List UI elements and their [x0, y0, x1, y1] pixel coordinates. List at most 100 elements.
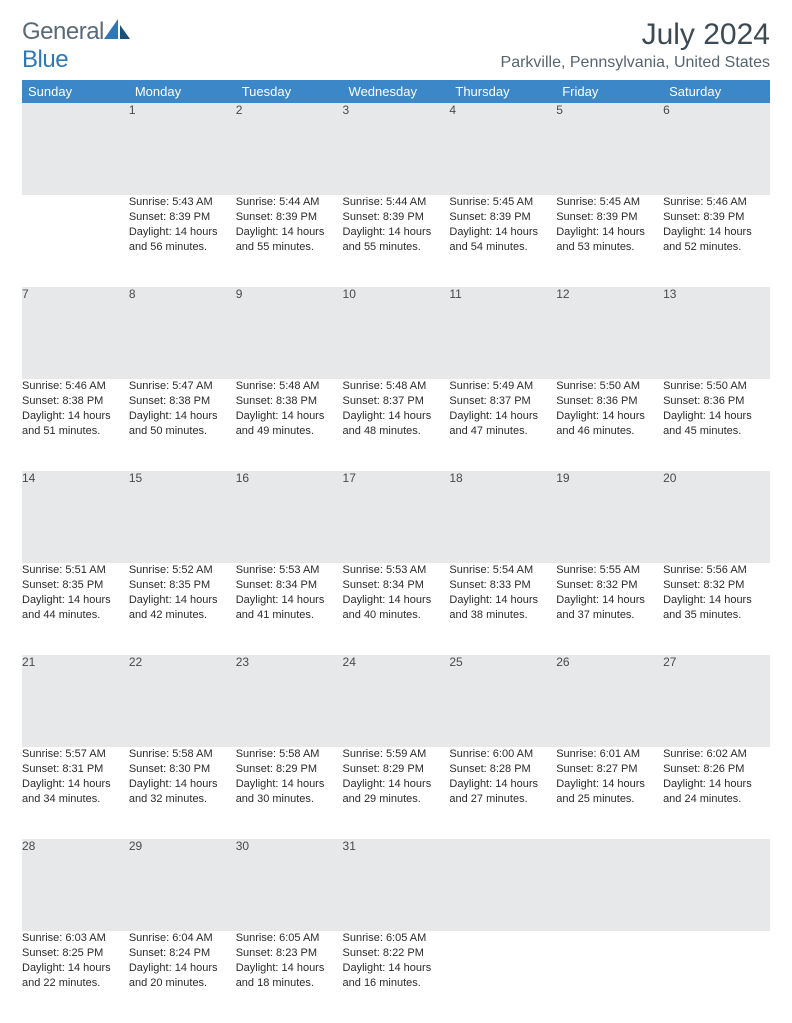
- sunrise-line: Sunrise: 5:46 AM: [22, 379, 129, 394]
- dow-header: Wednesday: [343, 80, 450, 103]
- sunrise-line: Sunrise: 5:58 AM: [129, 747, 236, 762]
- day-number-cell: [556, 839, 663, 931]
- day-number-cell: [22, 103, 129, 195]
- day-detail-cell: Sunrise: 5:58 AMSunset: 8:29 PMDaylight:…: [236, 747, 343, 839]
- day-detail-cell: Sunrise: 5:44 AMSunset: 8:39 PMDaylight:…: [343, 195, 450, 287]
- title-block: July 2024 Parkville, Pennsylvania, Unite…: [501, 18, 770, 72]
- day-number-cell: 13: [663, 287, 770, 379]
- day-number-cell: 9: [236, 287, 343, 379]
- day-number-cell: [663, 839, 770, 931]
- sunrise-line: Sunrise: 5:45 AM: [449, 195, 556, 210]
- day-detail-cell: Sunrise: 5:45 AMSunset: 8:39 PMDaylight:…: [449, 195, 556, 287]
- day-number-cell: [449, 839, 556, 931]
- daylight-line: Daylight: 14 hours and 20 minutes.: [129, 961, 236, 991]
- daylight-line: Daylight: 14 hours and 24 minutes.: [663, 777, 770, 807]
- day-number-cell: 26: [556, 655, 663, 747]
- daylight-line: Daylight: 14 hours and 38 minutes.: [449, 593, 556, 623]
- sunset-line: Sunset: 8:39 PM: [556, 210, 663, 225]
- sunset-line: Sunset: 8:22 PM: [343, 946, 450, 961]
- sunrise-line: Sunrise: 5:52 AM: [129, 563, 236, 578]
- sunset-line: Sunset: 8:37 PM: [343, 394, 450, 409]
- sunset-line: Sunset: 8:36 PM: [663, 394, 770, 409]
- brand-word1: General: [22, 18, 104, 45]
- dow-header: Sunday: [22, 80, 129, 103]
- daylight-line: Daylight: 14 hours and 32 minutes.: [129, 777, 236, 807]
- sunrise-line: Sunrise: 5:43 AM: [129, 195, 236, 210]
- sunrise-line: Sunrise: 5:47 AM: [129, 379, 236, 394]
- daylight-line: Daylight: 14 hours and 55 minutes.: [343, 225, 450, 255]
- sunset-line: Sunset: 8:26 PM: [663, 762, 770, 777]
- sunset-line: Sunset: 8:28 PM: [449, 762, 556, 777]
- daylight-line: Daylight: 14 hours and 53 minutes.: [556, 225, 663, 255]
- day-detail-cell: Sunrise: 5:49 AMSunset: 8:37 PMDaylight:…: [449, 379, 556, 471]
- day-detail-cell: Sunrise: 6:04 AMSunset: 8:24 PMDaylight:…: [129, 931, 236, 1023]
- day-detail-cell: Sunrise: 5:59 AMSunset: 8:29 PMDaylight:…: [343, 747, 450, 839]
- sunrise-line: Sunrise: 5:48 AM: [236, 379, 343, 394]
- daylight-line: Daylight: 14 hours and 37 minutes.: [556, 593, 663, 623]
- day-detail-row: Sunrise: 5:57 AMSunset: 8:31 PMDaylight:…: [22, 747, 770, 839]
- location-subtitle: Parkville, Pennsylvania, United States: [501, 54, 770, 72]
- day-detail-cell: Sunrise: 5:56 AMSunset: 8:32 PMDaylight:…: [663, 563, 770, 655]
- daylight-line: Daylight: 14 hours and 22 minutes.: [22, 961, 129, 991]
- brand-sail-icon: [104, 19, 130, 39]
- day-number-cell: 18: [449, 471, 556, 563]
- day-number-cell: 10: [343, 287, 450, 379]
- day-detail-cell: Sunrise: 5:46 AMSunset: 8:38 PMDaylight:…: [22, 379, 129, 471]
- sunset-line: Sunset: 8:32 PM: [556, 578, 663, 593]
- day-number-cell: 20: [663, 471, 770, 563]
- day-number-cell: 15: [129, 471, 236, 563]
- day-detail-cell: [22, 195, 129, 287]
- brand-logo: General Blue: [22, 18, 130, 74]
- sunset-line: Sunset: 8:29 PM: [343, 762, 450, 777]
- daylight-line: Daylight: 14 hours and 55 minutes.: [236, 225, 343, 255]
- day-detail-cell: Sunrise: 6:01 AMSunset: 8:27 PMDaylight:…: [556, 747, 663, 839]
- sunset-line: Sunset: 8:39 PM: [236, 210, 343, 225]
- calendar-table: SundayMondayTuesdayWednesdayThursdayFrid…: [22, 80, 770, 1023]
- sunrise-line: Sunrise: 5:58 AM: [236, 747, 343, 762]
- day-detail-cell: Sunrise: 5:47 AMSunset: 8:38 PMDaylight:…: [129, 379, 236, 471]
- dow-header: Monday: [129, 80, 236, 103]
- day-number-row: 123456: [22, 103, 770, 195]
- day-detail-cell: Sunrise: 5:44 AMSunset: 8:39 PMDaylight:…: [236, 195, 343, 287]
- day-detail-cell: [663, 931, 770, 1023]
- day-number-cell: 5: [556, 103, 663, 195]
- sunrise-line: Sunrise: 5:46 AM: [663, 195, 770, 210]
- sunset-line: Sunset: 8:34 PM: [343, 578, 450, 593]
- daylight-line: Daylight: 14 hours and 46 minutes.: [556, 409, 663, 439]
- day-detail-cell: Sunrise: 5:48 AMSunset: 8:37 PMDaylight:…: [343, 379, 450, 471]
- day-number-cell: 14: [22, 471, 129, 563]
- sunrise-line: Sunrise: 5:44 AM: [236, 195, 343, 210]
- sunset-line: Sunset: 8:23 PM: [236, 946, 343, 961]
- day-detail-row: Sunrise: 5:43 AMSunset: 8:39 PMDaylight:…: [22, 195, 770, 287]
- sunrise-line: Sunrise: 5:50 AM: [556, 379, 663, 394]
- sunrise-line: Sunrise: 5:57 AM: [22, 747, 129, 762]
- sunset-line: Sunset: 8:25 PM: [22, 946, 129, 961]
- daylight-line: Daylight: 14 hours and 50 minutes.: [129, 409, 236, 439]
- day-detail-cell: Sunrise: 5:48 AMSunset: 8:38 PMDaylight:…: [236, 379, 343, 471]
- daylight-line: Daylight: 14 hours and 49 minutes.: [236, 409, 343, 439]
- day-detail-cell: Sunrise: 5:46 AMSunset: 8:39 PMDaylight:…: [663, 195, 770, 287]
- daylight-line: Daylight: 14 hours and 27 minutes.: [449, 777, 556, 807]
- daylight-line: Daylight: 14 hours and 41 minutes.: [236, 593, 343, 623]
- day-number-cell: 24: [343, 655, 450, 747]
- day-number-cell: 27: [663, 655, 770, 747]
- day-detail-cell: Sunrise: 5:51 AMSunset: 8:35 PMDaylight:…: [22, 563, 129, 655]
- day-detail-cell: Sunrise: 6:03 AMSunset: 8:25 PMDaylight:…: [22, 931, 129, 1023]
- daylight-line: Daylight: 14 hours and 34 minutes.: [22, 777, 129, 807]
- day-detail-cell: Sunrise: 5:57 AMSunset: 8:31 PMDaylight:…: [22, 747, 129, 839]
- day-detail-cell: Sunrise: 6:05 AMSunset: 8:22 PMDaylight:…: [343, 931, 450, 1023]
- dow-header: Tuesday: [236, 80, 343, 103]
- day-number-cell: 30: [236, 839, 343, 931]
- daylight-line: Daylight: 14 hours and 35 minutes.: [663, 593, 770, 623]
- sunrise-line: Sunrise: 5:53 AM: [236, 563, 343, 578]
- day-number-cell: 17: [343, 471, 450, 563]
- day-number-cell: 22: [129, 655, 236, 747]
- day-detail-cell: [449, 931, 556, 1023]
- day-number-cell: 19: [556, 471, 663, 563]
- day-number-cell: 25: [449, 655, 556, 747]
- day-number-cell: 8: [129, 287, 236, 379]
- day-number-row: 14151617181920: [22, 471, 770, 563]
- sunset-line: Sunset: 8:27 PM: [556, 762, 663, 777]
- sunrise-line: Sunrise: 5:55 AM: [556, 563, 663, 578]
- sunset-line: Sunset: 8:29 PM: [236, 762, 343, 777]
